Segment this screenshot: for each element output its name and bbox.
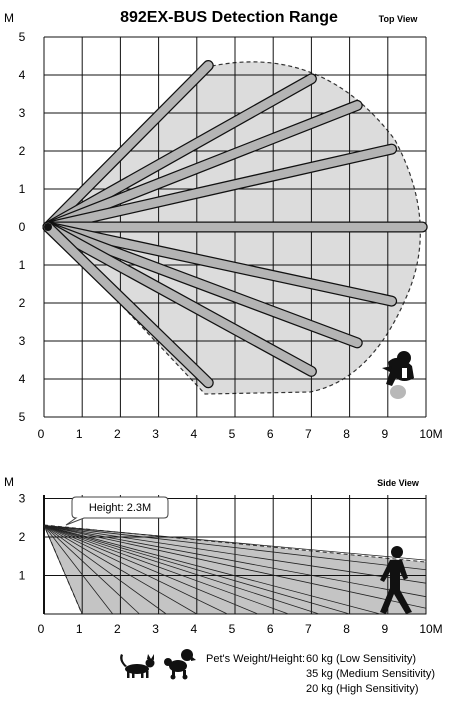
side-ray	[43, 525, 320, 615]
top-view-panel: 5 4 3 2 1 0 1 2 3 4 5 0 1 2 3 4 5 6 7 8 9 M 10M	[4, 11, 443, 441]
top-y-tick-label: 1	[19, 182, 26, 196]
side-x-ticks: 0 1 2 3 4 5 6 7 8 9	[38, 622, 389, 636]
side-ray	[43, 525, 427, 561]
top-x-tick-label: 7	[305, 427, 312, 441]
beam	[43, 222, 362, 348]
top-y-tick-label: 1	[19, 258, 26, 272]
top-x-tick-label: 2	[114, 427, 121, 441]
height-callout: Height: 2.3M	[65, 496, 169, 526]
top-x-tick-label: 6	[267, 427, 274, 441]
beam	[43, 101, 362, 232]
top-x-tick-label: 8	[343, 427, 350, 441]
pet-info-label: Pet's Weight/Height:	[206, 653, 305, 665]
top-y-tick-label: 4	[19, 68, 26, 82]
side-ray	[43, 525, 289, 615]
side-x-tick-label: 7	[305, 622, 312, 636]
top-x-tick-label: 9	[381, 427, 388, 441]
side-x-tick-label: 9	[381, 622, 388, 636]
side-y-tick-label: 1	[19, 569, 26, 583]
top-y-tick-label: 0	[19, 220, 26, 234]
side-ray	[43, 525, 381, 615]
top-x-unit: 10M	[419, 427, 442, 441]
top-y-tick-label: 2	[19, 144, 26, 158]
top-x-tick-label: 5	[229, 427, 236, 441]
side-ray	[43, 525, 427, 571]
top-x-tick-label: 4	[190, 427, 197, 441]
side-x-tick-label: 1	[76, 622, 83, 636]
top-y-tick-label: 4	[19, 372, 26, 386]
side-ray	[43, 525, 83, 615]
side-rays	[43, 525, 427, 615]
height-callout-text: Height: 2.3M	[89, 502, 151, 514]
pet-info-line3: 20 kg (High Sensitivity)	[306, 683, 419, 695]
top-y-ticks: 5 4 3 2 1 0 1 2 3 4 5	[19, 30, 26, 424]
beam	[43, 222, 213, 388]
walking-person-icon	[380, 546, 412, 614]
side-y-tick-label: 2	[19, 530, 26, 544]
side-x-tick-label: 4	[190, 622, 197, 636]
side-ray	[43, 525, 140, 615]
top-y-unit: M	[4, 11, 14, 25]
pet-info-line2: 35 kg (Medium Sensitivity)	[306, 668, 435, 680]
side-y-ticks: 3 2 1	[19, 492, 26, 583]
top-x-tick-label: 3	[152, 427, 159, 441]
top-y-tick-label: 5	[19, 410, 26, 424]
top-y-tick-label: 3	[19, 106, 26, 120]
side-x-tick-label: 5	[229, 622, 236, 636]
side-y-unit: M	[4, 475, 14, 489]
top-beams	[42, 60, 428, 389]
side-ray	[43, 525, 427, 584]
side-y-tick-label: 3	[19, 492, 26, 506]
beam	[43, 222, 316, 376]
side-x-unit: 10M	[419, 622, 442, 636]
diagram-title: 892EX-BUS Detection Range	[120, 9, 338, 26]
side-ray	[43, 525, 427, 609]
side-ray	[43, 525, 198, 615]
side-x-tick-label: 2	[114, 622, 121, 636]
side-ray	[43, 525, 228, 615]
side-ray	[43, 525, 167, 615]
side-x-tick-label: 0	[38, 622, 45, 636]
beam	[43, 61, 213, 232]
cat-icon	[120, 654, 155, 678]
side-view-panel: 3 2 1 0 1 2 3 4 5 6 7 8 9 M 10M Height: 2.3M	[4, 475, 443, 636]
pet-info-line1: 60 kg (Low Sensitivity)	[306, 653, 416, 665]
top-view-label: Top View	[379, 14, 419, 24]
top-y-tick-label: 2	[19, 296, 26, 310]
side-ray	[43, 525, 427, 598]
top-x-tick-label: 1	[76, 427, 83, 441]
beam	[43, 74, 316, 232]
side-ray	[43, 525, 259, 615]
crawling-child-icon	[382, 351, 414, 399]
beam	[43, 222, 396, 306]
beam	[43, 144, 396, 232]
side-x-tick-label: 6	[267, 622, 274, 636]
poodle-icon	[164, 649, 196, 680]
sensor-origin	[44, 223, 52, 231]
side-x-tick-label: 3	[152, 622, 159, 636]
top-x-tick-label: 0	[38, 427, 45, 441]
top-y-tick-label: 3	[19, 334, 26, 348]
side-ray	[43, 525, 114, 615]
side-ray	[43, 525, 350, 615]
top-x-ticks: 0 1 2 3 4 5 6 7 8 9	[38, 427, 389, 441]
top-y-tick-label: 5	[19, 30, 26, 44]
side-x-tick-label: 8	[343, 622, 350, 636]
side-view-label: Side View	[377, 478, 420, 488]
